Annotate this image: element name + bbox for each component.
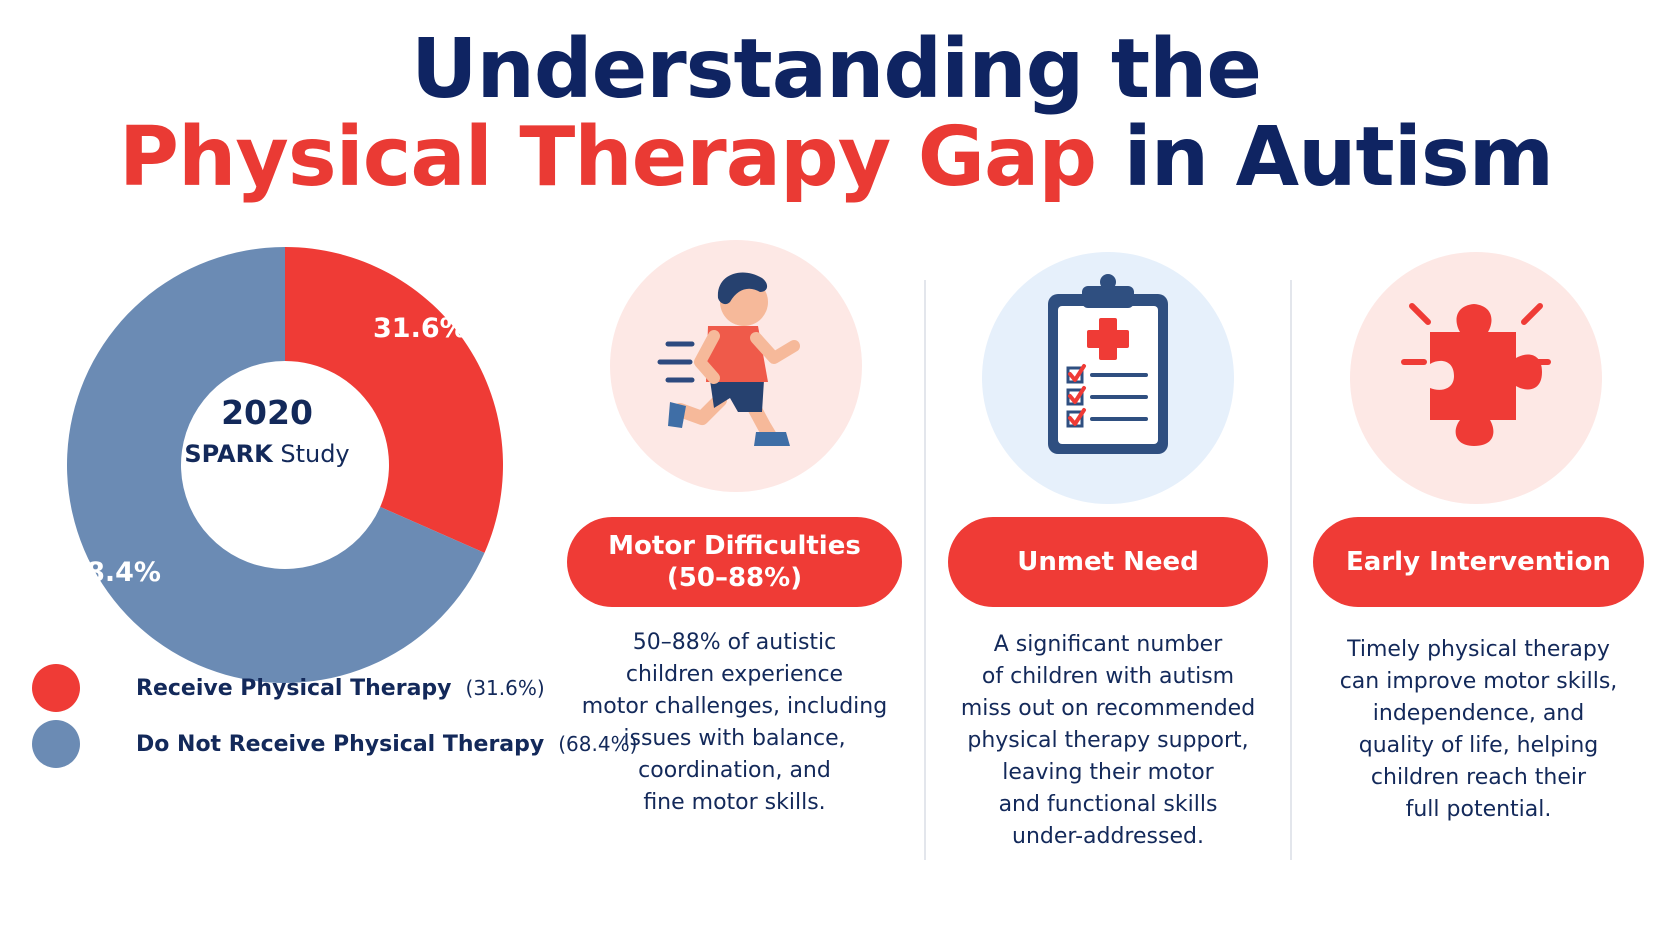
desc-line: can improve motor skills, xyxy=(1339,669,1618,694)
desc-line: and functional skills xyxy=(998,792,1218,817)
card-pill-motor-difficulties: Motor Difficulties (50–88%) xyxy=(567,517,902,607)
desc-line: quality of life, helping xyxy=(1358,733,1599,758)
legend-swatch-not-receive xyxy=(32,720,80,768)
desc-line: leaving their motor xyxy=(1002,760,1214,785)
card-pill-unmet-need: Unmet Need xyxy=(948,517,1268,607)
legend-pct-receive: (31.6%) xyxy=(465,676,545,700)
puzzle-piece-icon xyxy=(1350,252,1602,504)
desc-line: physical therapy support, xyxy=(967,728,1249,753)
desc-line: fine motor skills. xyxy=(643,790,826,815)
legend-item-receive: Receive Physical Therapy (31.6%) xyxy=(32,664,545,712)
desc-line: coordination, and xyxy=(638,758,831,783)
title-line-2: Physical Therapy Gap in Autism xyxy=(0,110,1672,205)
donut-center-label-regular: Study xyxy=(273,440,350,468)
title-line-1: Understanding the xyxy=(410,22,1262,117)
desc-line: miss out on recommended xyxy=(960,696,1256,721)
pill-line: Motor Difficulties xyxy=(608,530,861,561)
desc-line: full potential. xyxy=(1405,797,1552,822)
donut-slice-label-not-receive: 68.4% xyxy=(67,557,161,588)
legend-label-receive: Receive Physical Therapy xyxy=(136,675,452,701)
legend-item-not-receive: Do Not Receive Physical Therapy (68.4%) xyxy=(32,720,637,768)
card-pill-early-intervention: Early Intervention xyxy=(1313,517,1644,607)
card-description-motor: 50–88% of autistic children experience m… xyxy=(567,627,902,819)
desc-line: children experience xyxy=(625,662,844,687)
legend-pct-not-receive: (68.4%) xyxy=(558,732,638,756)
desc-line: Timely physical therapy xyxy=(1347,637,1610,662)
card-description-early: Timely physical therapy can improve moto… xyxy=(1313,634,1644,826)
clipboard-checklist-icon xyxy=(982,252,1234,504)
legend-label-not-receive: Do Not Receive Physical Therapy xyxy=(136,731,545,757)
legend-swatch-receive xyxy=(32,664,80,712)
column-divider xyxy=(1290,280,1292,860)
card-description-unmet: A significant number of children with au… xyxy=(948,629,1268,853)
title-suffix: in Autism xyxy=(1096,110,1554,205)
desc-line: issues with balance, xyxy=(623,726,846,751)
column-divider xyxy=(924,280,926,860)
donut-chart: 31.6% 68.4% 2020 SPARK Study xyxy=(66,247,503,683)
desc-line: of children with autism xyxy=(981,664,1235,689)
title-highlight: Physical Therapy Gap xyxy=(118,110,1097,205)
pill-line: (50–88%) xyxy=(666,563,803,593)
donut-slices xyxy=(66,247,503,683)
donut-center-label: SPARK Study xyxy=(184,440,349,468)
donut-slice-label-receive: 31.6% xyxy=(373,313,467,344)
pill-line: Unmet Need xyxy=(1017,546,1199,577)
donut-slice-labels: 31.6% 68.4% xyxy=(67,313,466,588)
desc-line: motor challenges, including xyxy=(581,694,888,719)
donut-center-year: 2020 xyxy=(221,393,313,432)
donut-slice-receive xyxy=(285,247,503,553)
donut-slice-not-receive xyxy=(66,247,485,683)
desc-line: independence, and xyxy=(1372,701,1585,726)
desc-line: 50–88% of autistic xyxy=(632,630,837,655)
desc-line: under-addressed. xyxy=(1012,824,1204,849)
desc-line: A significant number xyxy=(993,632,1223,657)
running-child-icon xyxy=(610,240,862,492)
donut-center-label-bold: SPARK xyxy=(184,440,274,468)
desc-line: children reach their xyxy=(1370,765,1587,790)
pill-line: Early Intervention xyxy=(1346,546,1611,577)
